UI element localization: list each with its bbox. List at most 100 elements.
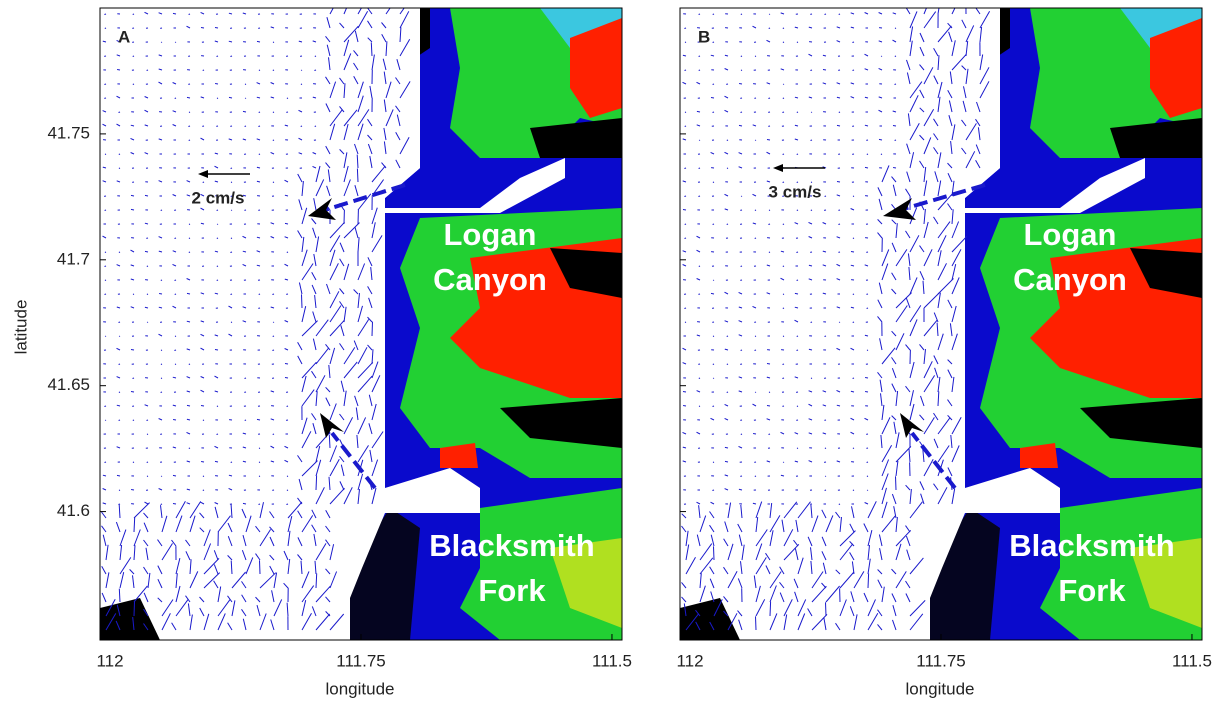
velocity-vector: [272, 350, 274, 351]
x-tick-label: 112: [676, 651, 703, 670]
velocity-vector: [231, 168, 232, 169]
x-axis-label: longitude: [325, 679, 394, 698]
velocity-vector: [174, 350, 176, 351]
velocity-vector: [727, 140, 728, 141]
velocity-vector: [783, 294, 784, 295]
velocity-vector: [203, 420, 204, 421]
velocity-vector: [769, 392, 770, 393]
velocity-vector: [301, 70, 302, 71]
velocity-vector: [302, 294, 303, 308]
velocity-vector: [245, 98, 246, 99]
velocity-vector: [147, 70, 148, 71]
velocity-vector: [699, 266, 700, 267]
velocity-vector: [809, 265, 812, 266]
velocity-vector: [727, 168, 728, 169]
velocity-vector: [895, 28, 896, 29]
velocity-vector: [273, 434, 274, 435]
velocity-vector: [189, 140, 190, 141]
velocity-vector: [797, 336, 798, 337]
velocity-vector: [133, 84, 134, 85]
velocity-vector: [796, 252, 798, 253]
velocity-vector: [161, 210, 162, 211]
velocity-vector: [315, 56, 316, 57]
velocity-vector: [314, 70, 316, 71]
velocity-vector: [117, 70, 120, 71]
velocity-vector: [811, 378, 812, 379]
velocity-vector: [684, 28, 686, 29]
velocity-vector: [698, 196, 700, 197]
velocity-vector: [315, 126, 316, 127]
velocity-vector: [782, 378, 784, 379]
velocity-vector: [105, 154, 106, 155]
velocity-vector: [147, 294, 148, 295]
velocity-vector: [685, 42, 686, 43]
velocity-vector: [245, 420, 246, 421]
x-tick-label: 111.5: [1172, 651, 1212, 670]
velocity-vector: [243, 111, 246, 112]
place-label: Fork: [1058, 573, 1126, 608]
y-axis-label: latitude: [11, 300, 30, 355]
velocity-vector: [823, 55, 826, 56]
velocity-vector: [217, 56, 219, 57]
velocity-vector: [201, 28, 204, 29]
velocity-vector: [755, 476, 756, 477]
velocity-vector: [217, 266, 218, 267]
velocity-vector: [131, 350, 134, 351]
velocity-vector: [782, 112, 784, 113]
velocity-vector: [768, 224, 770, 225]
velocity-vector: [147, 434, 148, 435]
velocity-vector: [867, 476, 868, 477]
velocity-vector: [825, 448, 826, 449]
velocity-vector: [131, 392, 134, 393]
velocity-vector: [133, 294, 134, 295]
velocity-vector: [713, 336, 714, 337]
velocity-vector: [119, 168, 120, 169]
velocity-vector: [713, 378, 714, 379]
velocity-vector: [741, 14, 742, 15]
velocity-vector: [105, 336, 106, 337]
velocity-vector: [837, 97, 840, 98]
velocity-vector: [727, 392, 728, 393]
velocity-vector: [215, 461, 218, 462]
velocity-vector: [203, 476, 204, 477]
velocity-vector: [755, 392, 756, 393]
velocity-vector: [895, 84, 897, 85]
velocity-vector: [147, 420, 149, 421]
scale-label: 2 cm/s: [192, 188, 245, 207]
velocity-vector: [287, 252, 288, 253]
velocity-vector: [797, 280, 798, 281]
y-tick-label: 41.65: [47, 375, 90, 394]
velocity-vector: [259, 476, 260, 477]
velocity-vector: [837, 125, 840, 126]
velocity-vector: [217, 434, 219, 435]
velocity-vector: [853, 238, 854, 239]
velocity-vector: [105, 420, 106, 421]
velocity-vector: [273, 182, 274, 183]
velocity-vector: [273, 42, 274, 43]
velocity-vector: [727, 224, 728, 225]
velocity-vector: [147, 476, 148, 477]
velocity-vector: [851, 307, 854, 308]
velocity-vector: [768, 98, 770, 99]
velocity-vector: [104, 406, 106, 407]
velocity-vector: [285, 223, 288, 224]
velocity-vector: [712, 490, 714, 491]
velocity-vector: [104, 84, 106, 85]
velocity-vector: [189, 238, 190, 239]
velocity-vector: [119, 490, 120, 491]
velocity-vector: [839, 322, 840, 323]
velocity-vector: [727, 336, 728, 337]
velocity-vector: [838, 224, 840, 225]
velocity-vector: [189, 14, 190, 15]
velocity-vector: [287, 406, 288, 407]
place-label: Logan: [444, 217, 537, 252]
velocity-vector: [697, 111, 700, 112]
velocity-vector: [711, 98, 714, 99]
velocity-vector: [316, 476, 317, 490]
velocity-vector: [257, 41, 260, 42]
velocity-vector: [215, 84, 218, 85]
velocity-vector: [273, 112, 274, 113]
velocity-vector: [133, 378, 135, 379]
velocity-vector: [713, 280, 714, 281]
velocity-vector: [201, 223, 204, 224]
